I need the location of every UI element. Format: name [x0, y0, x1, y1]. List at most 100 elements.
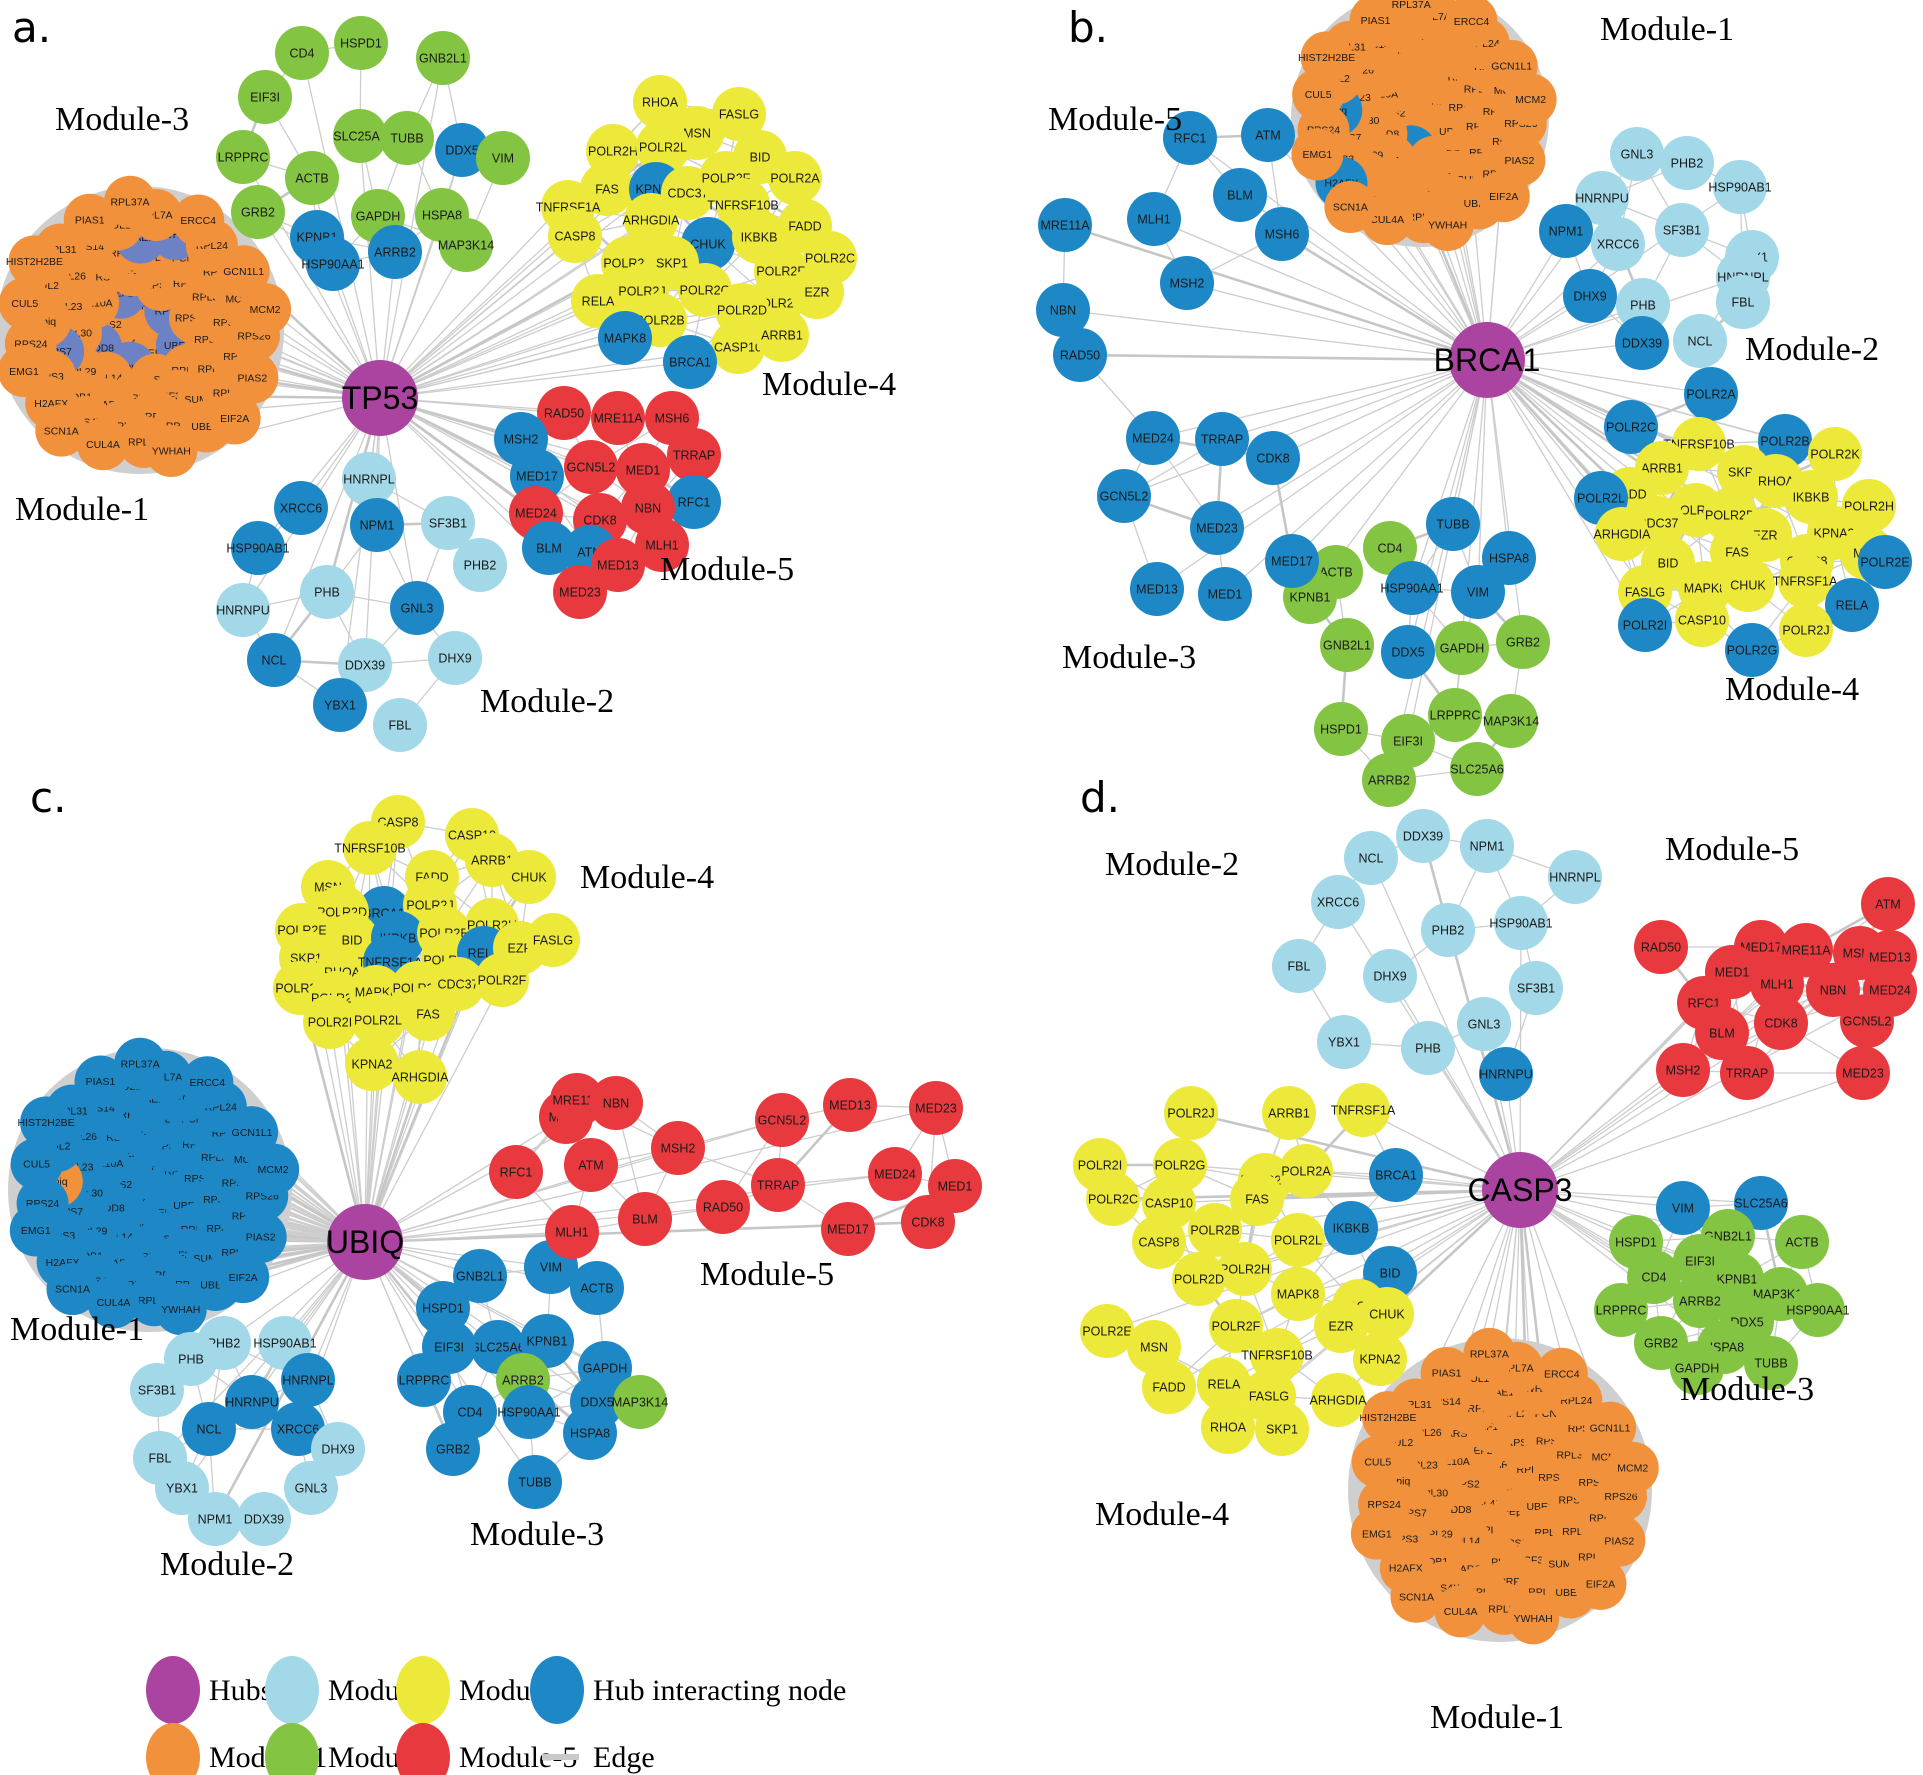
node-EIF2A — [1574, 1557, 1627, 1610]
node-label-IKBKB: IKBKB — [741, 230, 778, 244]
edge — [1519, 1002, 1705, 1191]
node-label-CHUK: CHUK — [1730, 578, 1766, 592]
node-label-HIST2H2BE: HIST2H2BE — [1359, 1412, 1416, 1424]
node-PIAS2 — [226, 351, 279, 404]
node-label-SCN1A: SCN1A — [44, 425, 79, 437]
node-label-LRPPRC: LRPPRC — [218, 150, 269, 164]
node-CD4 — [275, 26, 329, 80]
node-label-HSP90AB1: HSP90AB1 — [226, 541, 289, 555]
node-label-HSP90AA1: HSP90AA1 — [1380, 581, 1443, 595]
node-RHOA — [633, 75, 687, 129]
node-label-NBN: NBN — [1050, 303, 1076, 317]
node-FASLG — [526, 913, 580, 967]
node-SF3B1 — [421, 496, 475, 550]
node-label-PHB: PHB — [178, 1352, 204, 1366]
node-RPL37A — [104, 175, 157, 228]
node-label-EZR: EZR — [1329, 1319, 1354, 1333]
node-label-DDX5: DDX5 — [445, 143, 478, 157]
node-HNRNPU — [1575, 171, 1629, 225]
node-EMG1 — [1291, 128, 1344, 181]
node-label-MED24: MED24 — [874, 1167, 916, 1181]
node-label-RPL31: RPL31 — [45, 244, 77, 256]
node-LRPPRC — [1594, 1283, 1648, 1337]
node-label-PHB: PHB — [314, 585, 340, 599]
node-CUL5 — [1351, 1435, 1404, 1488]
panel-letter-b: b. — [1068, 3, 1108, 52]
node-TNFRSF1A — [1778, 554, 1832, 608]
node-CHUK — [502, 850, 556, 904]
module-label-d-Module-1: Module-1 — [1430, 1699, 1564, 1736]
node-label-GCN1L1: GCN1L1 — [1491, 61, 1532, 73]
module-label-c-Module-4: Module-4 — [580, 859, 714, 896]
node-label-HNRNPU: HNRNPU — [216, 603, 269, 617]
node-label-POLR2C: POLR2C — [1088, 1192, 1138, 1206]
node-label-BLM: BLM — [632, 1212, 658, 1226]
node-label-DDX39: DDX39 — [1622, 336, 1662, 350]
legend-swatch-module-1 — [146, 1723, 200, 1775]
node-BLM — [1695, 1006, 1749, 1060]
node-label-PIAS1: PIAS1 — [1432, 1368, 1462, 1380]
node-POLR2K — [1808, 427, 1862, 481]
node-label-YWHAH: YWHAH — [161, 1304, 200, 1316]
node-label-MRE11A: MRE11A — [1781, 943, 1831, 957]
node-label-YBX1: YBX1 — [1328, 1035, 1360, 1049]
node-FBL — [1272, 939, 1326, 993]
node-label-EMG1: EMG1 — [1303, 149, 1333, 161]
node-MED24 — [1126, 411, 1180, 465]
node-XRCC6 — [1591, 217, 1645, 271]
node-CUL4A — [87, 1276, 140, 1329]
node-label-NPM1: NPM1 — [198, 1512, 233, 1526]
node-label-FBL: FBL — [1732, 295, 1755, 309]
node-HNRNPU — [216, 583, 270, 637]
node-label-CDK8: CDK8 — [911, 1215, 944, 1229]
node-label-GCN5L2: GCN5L2 — [1100, 489, 1149, 503]
node-KPNB1 — [520, 1314, 574, 1368]
node-TRRAP — [1195, 412, 1249, 466]
node-LRPPRC — [216, 130, 270, 184]
node-label-POLR2E: POLR2E — [1860, 555, 1909, 569]
node-label-MED1: MED1 — [1715, 965, 1750, 979]
node-RAD50 — [1053, 328, 1107, 382]
node-label-CUL5: CUL5 — [1364, 1457, 1391, 1469]
node-label-MCM2: MCM2 — [250, 304, 281, 316]
node-XRCC6 — [274, 481, 328, 535]
node-CUL5 — [10, 1137, 63, 1190]
node-PHB2 — [1660, 136, 1714, 190]
node-label-CD4: CD4 — [1377, 541, 1402, 555]
node-VIM — [1656, 1181, 1710, 1235]
node-EMG1 — [9, 1204, 62, 1257]
node-HIST2H2BE — [1361, 1391, 1414, 1444]
legend: Hubs Module-2 Module-4 Hub interacting node… — [146, 1656, 846, 1775]
node-label-HSP90AA1: HSP90AA1 — [301, 257, 364, 271]
node-label-TUBB: TUBB — [518, 1475, 551, 1489]
legend-swatch-module-5 — [396, 1723, 450, 1775]
legend-swatch-module-2 — [265, 1656, 319, 1724]
node-label-XRCC6: XRCC6 — [277, 1422, 319, 1436]
node-label-ARRB2: ARRB2 — [502, 1373, 544, 1387]
node-label-ACTB: ACTB — [1319, 565, 1352, 579]
edge — [379, 337, 626, 399]
node-KPNA2 — [1353, 1332, 1407, 1386]
node-label-POLR2B: POLR2B — [1190, 1223, 1239, 1237]
node-label-TRRAP: TRRAP — [1201, 432, 1243, 446]
node-label-DHX9: DHX9 — [1373, 969, 1406, 983]
node-label-TNFRSF10B: TNFRSF10B — [1241, 1348, 1313, 1362]
node-MED23 — [1836, 1046, 1890, 1100]
node-label-MAPK8: MAPK8 — [1277, 1287, 1319, 1301]
node-GNL3 — [390, 581, 444, 635]
node-label-DDX39: DDX39 — [345, 658, 385, 672]
node-label-ERCC4: ERCC4 — [1544, 1368, 1580, 1380]
node-label-ARHGDIA: ARHGDIA — [392, 1070, 450, 1084]
node-label-BID: BID — [1658, 556, 1679, 570]
node-ACTB — [285, 151, 339, 205]
node-label-HNRNPL: HNRNPL — [1549, 870, 1600, 884]
node-GNB2L1 — [453, 1249, 507, 1303]
node-label-HSP90AB1: HSP90AB1 — [1489, 916, 1552, 930]
node-label-NCL: NCL — [261, 653, 286, 667]
legend-swatch-module-4 — [396, 1656, 450, 1724]
node-label-YWHAH: YWHAH — [152, 446, 191, 458]
node-HSP90AB1 — [1494, 896, 1548, 950]
node-label-HNRNPU: HNRNPU — [1479, 1067, 1532, 1081]
node-label-VIM: VIM — [540, 1260, 562, 1274]
